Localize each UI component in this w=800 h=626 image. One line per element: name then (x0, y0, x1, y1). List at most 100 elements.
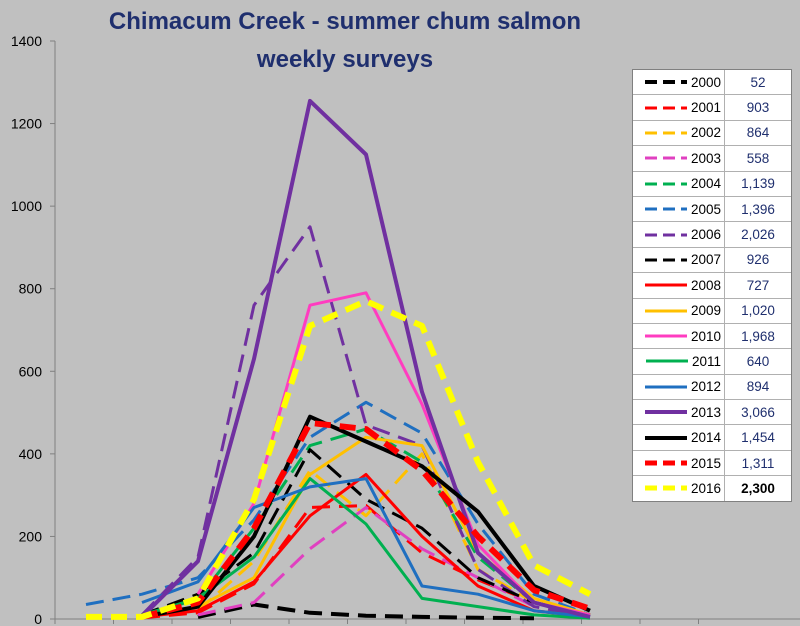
legend-year: 2005 (690, 201, 721, 217)
legend-total: 1,139 (741, 176, 775, 192)
legend-key: 2005 (633, 196, 725, 222)
legend-total: 727 (746, 277, 770, 293)
legend-row-2004: 2004 1,139 (633, 171, 791, 197)
series-line-2012 (141, 477, 591, 619)
legend-swatch (644, 106, 687, 110)
series-line-2014 (141, 414, 591, 619)
legend-row-2014: 2014 1,454 (633, 425, 791, 451)
series-line-2006 (140, 225, 591, 619)
legend-swatch (644, 80, 687, 85)
legend-total: 1,020 (741, 303, 775, 319)
legend-total: 864 (746, 125, 770, 141)
legend-year: 2016 (690, 480, 721, 496)
legend-row-2013: 2013 3,066 (633, 400, 791, 426)
legend-swatch (644, 131, 687, 135)
legend-year: 2011 (691, 353, 721, 369)
y-tick-label: 200 (19, 528, 43, 544)
axis-layer: 0 200 400 600 800 1000 1200 1400 (11, 33, 800, 626)
legend-year: 2001 (690, 100, 721, 116)
legend-key: 2013 (633, 400, 725, 425)
legend-total: 2,300 (741, 480, 775, 496)
legend-key: 2008 (633, 273, 725, 298)
legend-key: 2016 (633, 476, 725, 501)
legend-total: 1,396 (741, 201, 775, 217)
legend-row-2006: 2006 2,026 (633, 222, 791, 248)
legend-total: 894 (746, 379, 770, 395)
legend-total: 3,066 (741, 404, 775, 420)
legend-key: 2010 (633, 323, 725, 349)
legend-swatch (644, 233, 687, 237)
legend-row-2009: 2009 1,020 (633, 298, 791, 324)
legend-swatch (645, 359, 688, 363)
legend-row-2011: 2011 640 (633, 349, 791, 375)
chart-title-line1: Chimacum Creek - summer chum salmon (108, 8, 582, 35)
legend-swatch (644, 435, 687, 440)
legend-total: 2,026 (741, 227, 775, 243)
y-tick-label: 400 (19, 446, 43, 462)
legend-row-2005: 2005 1,396 (633, 196, 791, 223)
legend-key: 2012 (633, 374, 725, 400)
legend-key: 2015 (633, 450, 725, 476)
legend-total: 1,311 (741, 455, 775, 471)
legend-row-2002: 2002 864 (633, 120, 791, 147)
legend-row-2003: 2003 558 (633, 146, 791, 172)
legend-row-2012: 2012 894 (633, 374, 791, 401)
series-line-2016 (86, 298, 592, 620)
legend-year: 2008 (690, 277, 721, 293)
chart-title-line2: weekly surveys (256, 46, 434, 73)
legend-swatch (644, 156, 687, 160)
legend-year: 2009 (690, 303, 721, 319)
legend-swatch (644, 182, 687, 186)
legend-row-2008: 2008 727 (633, 273, 791, 299)
legend-year: 2007 (690, 252, 721, 268)
legend-total: 903 (746, 100, 770, 116)
legend-row-2007: 2007 926 (633, 247, 791, 274)
legend-key: 2006 (633, 222, 725, 247)
series-line-2015 (141, 419, 591, 620)
legend-key: 2007 (633, 247, 725, 273)
legend-year: 2013 (690, 404, 721, 420)
series-line-2008 (141, 473, 591, 619)
legend-row-2010: 2010 1,968 (633, 323, 791, 350)
legend-key: 2014 (633, 425, 725, 450)
legend-total: 1,968 (741, 328, 775, 344)
legend-total: 52 (750, 74, 766, 90)
legend-year: 2014 (690, 430, 721, 446)
legend-key: 2000 (633, 70, 725, 95)
series-line-2000 (197, 602, 535, 621)
series-line-2013 (140, 98, 591, 619)
legend-swatch (644, 410, 687, 415)
legend-row-2000: 2000 52 (633, 70, 791, 96)
legend-key: 2002 (633, 120, 725, 146)
legend-year: 2012 (690, 379, 721, 395)
legend-swatch (644, 207, 687, 211)
legend-key: 2009 (633, 298, 725, 323)
legend-row-2015: 2015 1,311 (633, 450, 791, 477)
legend-swatch (644, 485, 687, 491)
series-layer (85, 98, 592, 621)
legend-key: 2011 (633, 349, 725, 374)
y-tick-label: 1200 (11, 116, 42, 132)
legend-key: 2003 (633, 146, 725, 171)
y-tick-label: 1400 (11, 33, 42, 49)
legend-row-2016: 2016 2,300 (633, 476, 791, 501)
legend-year: 2002 (690, 125, 721, 141)
legend-year: 2003 (690, 150, 721, 166)
legend-total: 926 (746, 252, 770, 268)
legend-swatch (644, 385, 687, 389)
legend-year: 2010 (690, 328, 721, 344)
legend-year: 2015 (690, 455, 721, 471)
legend-total: 640 (746, 353, 770, 369)
y-tick-label: 800 (19, 281, 43, 297)
legend-key: 2004 (633, 171, 725, 196)
legend-table: 2000 52 2001 903 2002 864 2003 558 2004 1,139 2005… (632, 69, 792, 502)
legend-row-2001: 2001 903 (633, 95, 791, 121)
legend-swatch (644, 283, 687, 287)
legend-key: 2001 (633, 95, 725, 120)
legend-year: 2000 (690, 74, 721, 90)
legend-year: 2004 (690, 176, 721, 192)
legend-swatch (644, 334, 687, 338)
legend-swatch (644, 460, 687, 466)
